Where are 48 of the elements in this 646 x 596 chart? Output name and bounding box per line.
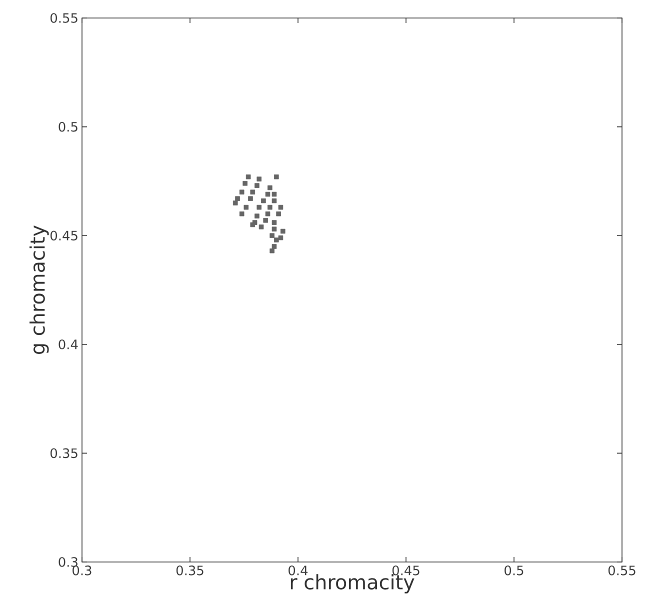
point [265, 211, 270, 216]
point [263, 218, 268, 223]
point [250, 190, 256, 194]
point [274, 238, 279, 242]
point [250, 222, 256, 228]
point [274, 174, 279, 180]
point [272, 192, 277, 197]
point [232, 200, 238, 206]
point [272, 244, 277, 249]
x-tick-label: 0.55 [608, 566, 636, 576]
point [270, 248, 274, 254]
y-tick-label: 0.3 [58, 557, 78, 567]
y-tick-label: 0.4 [58, 340, 78, 350]
point [256, 176, 262, 182]
y-axis-title: g chromacity [30, 225, 49, 354]
x-tick-label: 0.45 [392, 566, 420, 576]
x-tick-label: 0.3 [72, 566, 92, 576]
point [258, 224, 264, 230]
point [272, 198, 277, 204]
y-tick-label: 0.55 [50, 13, 78, 23]
point [280, 228, 286, 234]
point [256, 204, 262, 210]
point [246, 174, 251, 180]
y-tick-label: 0.45 [50, 230, 78, 240]
point [278, 204, 284, 210]
point [239, 190, 244, 194]
x-tick-label: 0.5 [504, 566, 524, 576]
point [248, 196, 253, 201]
point [272, 220, 277, 225]
point [254, 214, 260, 218]
point [235, 196, 240, 201]
x-tick-label: 0.4 [288, 566, 308, 576]
x-tick-label: 0.35 [176, 566, 204, 576]
point [239, 211, 244, 216]
point [276, 211, 281, 216]
point [244, 204, 249, 210]
point [272, 226, 277, 232]
point [270, 233, 274, 238]
point [268, 204, 272, 210]
point [254, 183, 260, 188]
point [268, 185, 272, 190]
point [265, 192, 270, 197]
y-tick-label: 0.5 [58, 122, 78, 132]
point [242, 180, 248, 186]
y-tick-label: 0.35 [50, 448, 78, 458]
point [278, 235, 284, 240]
point [261, 198, 266, 204]
x-axis-title: r chromacity [290, 574, 414, 594]
